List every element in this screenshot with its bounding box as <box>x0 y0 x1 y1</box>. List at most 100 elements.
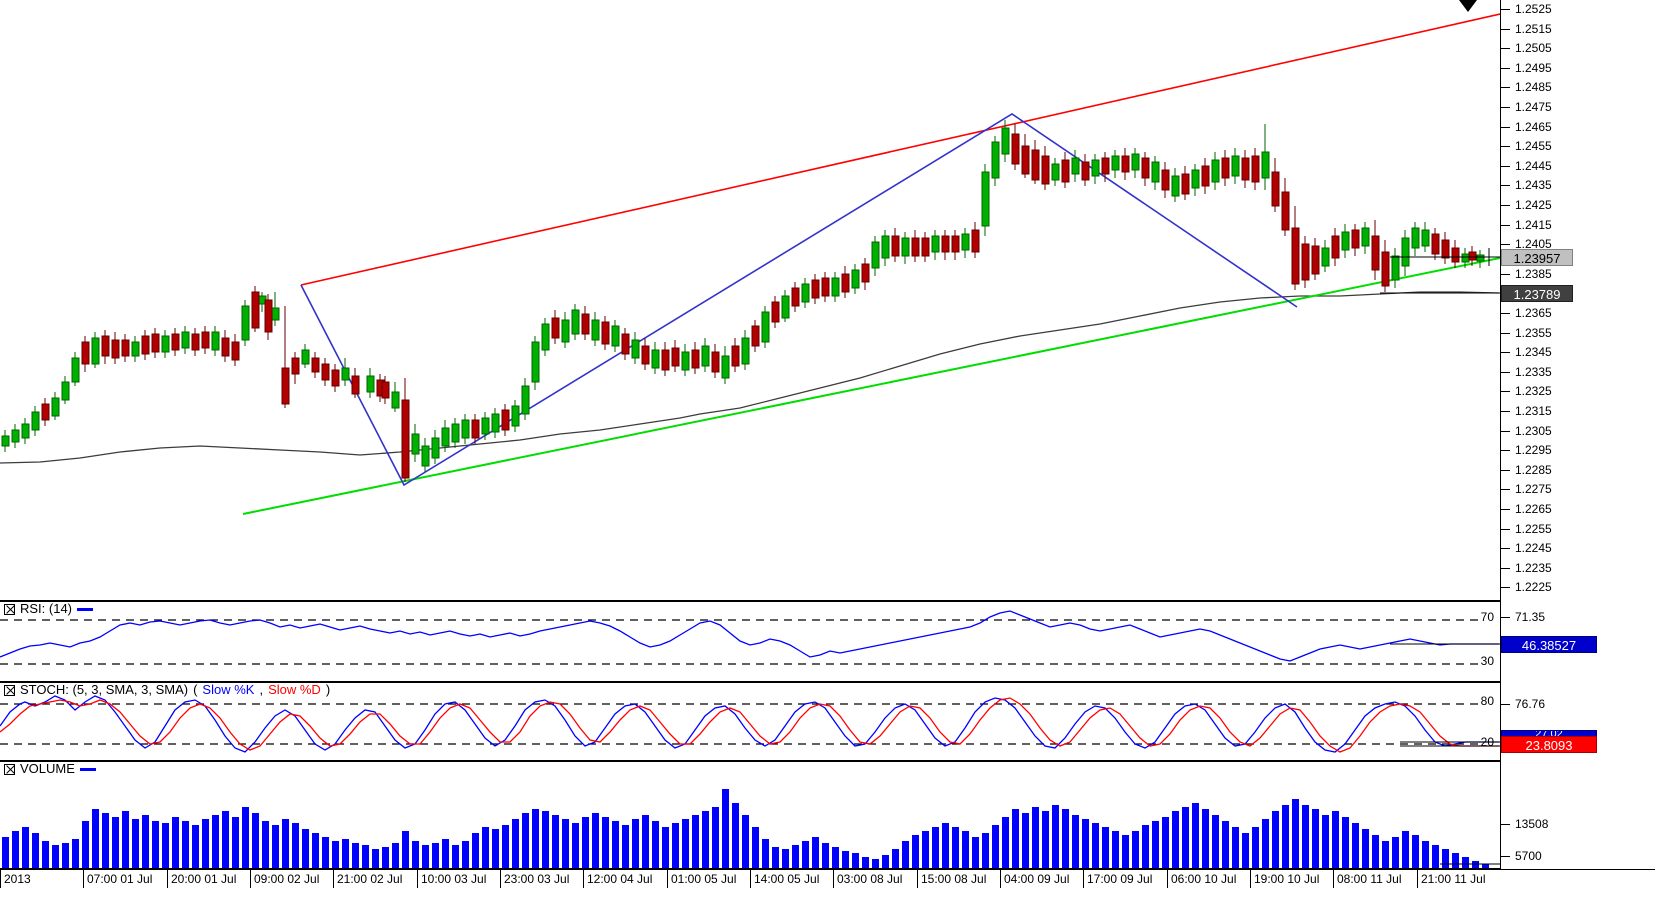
volume-axis-value-low: 5700 <box>1515 849 1542 863</box>
close-icon[interactable] <box>4 603 15 615</box>
tick-label: 1.2385 <box>1515 266 1552 281</box>
rsi-upper-level-label: 70 <box>1480 610 1494 624</box>
time-label-text: 10:00 03 Jul <box>421 872 487 886</box>
rsi-panel-bottom-border <box>0 681 1500 682</box>
time-tick-bar <box>250 870 251 888</box>
time-tick-bar <box>583 870 584 888</box>
tick-label: 1.2465 <box>1515 119 1552 134</box>
time-axis-label: 12:00 04 Jul <box>583 870 652 888</box>
time-label-text: 17:00 09 Jul <box>1087 872 1153 886</box>
time-tick-bar <box>0 870 1 888</box>
candlestick-series <box>1 120 1494 482</box>
time-axis-label: 21:00 02 Jul <box>333 870 402 888</box>
moving-average-line <box>0 291 1500 464</box>
time-axis-label: 06:00 10 Jul <box>1167 870 1236 888</box>
tick-label: 1.2505 <box>1515 41 1552 56</box>
tick-dash <box>1501 430 1510 432</box>
rsi-value-badge[interactable]: 46.38527 <box>1501 636 1597 653</box>
volume-plot-area[interactable] <box>0 761 1500 869</box>
time-axis[interactable]: 2013 07:00 01 Jul 20:00 01 Jul 09:00 02 Jul… <box>0 869 1655 897</box>
time-label-text: 21:00 11 Jul <box>1421 872 1486 886</box>
time-label-text: 20:00 01 Jul <box>171 872 237 886</box>
time-tick-bar <box>1250 870 1251 888</box>
volume-chart-svg <box>2 789 1500 868</box>
tick-label: 1.2275 <box>1515 482 1552 497</box>
tick-dash <box>1501 528 1510 530</box>
tick-label: 1.2515 <box>1515 21 1552 36</box>
tick-label: 1.2405 <box>1515 237 1552 252</box>
tick-label: 1.2435 <box>1515 178 1552 193</box>
time-axis-line <box>0 869 1655 870</box>
tick-dash <box>1501 146 1510 148</box>
volume-panel-header[interactable]: VOLUME <box>4 762 96 776</box>
time-axis-label: 07:00 01 Jul <box>83 870 152 888</box>
tick-dash <box>1501 224 1510 226</box>
lower-trendline[interactable] <box>242 257 1500 515</box>
ma-value-badge[interactable]: 1.23789 <box>1501 285 1573 302</box>
time-tick-bar <box>1000 870 1001 888</box>
tick-label: 1.2305 <box>1515 423 1552 438</box>
tick-label: 1.2455 <box>1515 139 1552 154</box>
tick-dash <box>1501 450 1510 452</box>
time-tick-bar <box>83 870 84 888</box>
tick-dash <box>1501 87 1510 89</box>
tick-dash <box>1501 332 1510 334</box>
price-plot-area[interactable] <box>0 0 1500 601</box>
tick-dash <box>1501 489 1510 491</box>
time-label-text: 2013 <box>4 872 31 886</box>
close-icon[interactable] <box>4 684 15 696</box>
rsi-chart-svg <box>0 610 1500 665</box>
tick-label: 1.2355 <box>1515 325 1552 340</box>
last-price-badge[interactable]: 1.23957 <box>1501 249 1573 266</box>
time-tick-bar <box>333 870 334 888</box>
time-axis-label: 01:00 05 Jul <box>667 870 737 888</box>
tick-label: 1.2445 <box>1515 158 1552 173</box>
volume-title: VOLUME <box>20 761 75 776</box>
volume-panel[interactable]: VOLUME <box>0 761 1500 869</box>
tick-label: 1.2245 <box>1515 541 1552 556</box>
tick-dash <box>1501 567 1510 569</box>
time-tick-bar <box>917 870 918 888</box>
time-label-text: 15:00 08 Jul <box>921 872 987 886</box>
stoch-legend-d: Slow %D <box>268 682 321 697</box>
tick-dash <box>1501 107 1510 108</box>
time-tick-bar <box>1333 870 1334 888</box>
stoch-plot-area[interactable] <box>0 682 1500 761</box>
time-axis-label: 21:00 11 Jul <box>1417 870 1486 888</box>
time-label-text: 14:00 05 Jul <box>754 872 820 886</box>
tick-dash <box>1501 371 1510 373</box>
stoch-panel-header[interactable]: STOCH: (5, 3, SMA, 3, SMA) ( Slow %K , S… <box>4 683 330 697</box>
rsi-panel-header[interactable]: RSI: (14) <box>4 601 94 616</box>
tick-dash <box>1501 469 1510 471</box>
time-label-text: 01:00 05 Jul <box>671 872 737 886</box>
tick-dash <box>1501 352 1510 354</box>
tick-label: 1.2495 <box>1515 60 1552 75</box>
stoch-d-badge[interactable]: 23.8093 <box>1501 736 1597 753</box>
time-label-text: 09:00 02 Jul <box>254 872 320 886</box>
tick-label: 1.2525 <box>1515 2 1552 16</box>
stoch-axis-value: 76.76 <box>1515 697 1546 711</box>
tick-dash <box>1501 9 1510 10</box>
rsi-plot-area[interactable] <box>0 601 1500 682</box>
price-axis[interactable]: 1.2525 1.2515 1.2505 1.2495 1.2485 1.2475 1.24… <box>1501 0 1655 897</box>
stoch-panel-top-border <box>0 682 1500 683</box>
tick-dash <box>1501 313 1510 314</box>
stoch-upper-level-label: 80 <box>1480 694 1494 708</box>
price-chart-svg <box>0 13 1500 515</box>
tick-label: 1.2415 <box>1515 217 1552 232</box>
price-panel[interactable] <box>0 0 1500 601</box>
close-icon[interactable] <box>4 763 15 775</box>
tick-dash <box>1501 509 1510 510</box>
tick-dash <box>1501 28 1510 30</box>
volume-panel-bottom-border <box>0 868 1500 869</box>
stoch-panel-bottom-border <box>0 760 1500 761</box>
tick-label: 1.2425 <box>1515 198 1552 212</box>
tick-label: 1.2225 <box>1515 580 1552 595</box>
time-axis-label: 09:00 02 Jul <box>250 870 320 888</box>
rsi-title: RSI: (14) <box>20 601 73 616</box>
rsi-panel[interactable]: RSI: (14) 70 30 <box>0 601 1500 682</box>
tick-dash <box>1501 67 1510 69</box>
upper-trendline[interactable] <box>300 13 1500 286</box>
stoch-panel[interactable]: STOCH: (5, 3, SMA, 3, SMA) ( Slow %K , S… <box>0 682 1500 761</box>
tick-label: 1.2485 <box>1515 80 1552 95</box>
